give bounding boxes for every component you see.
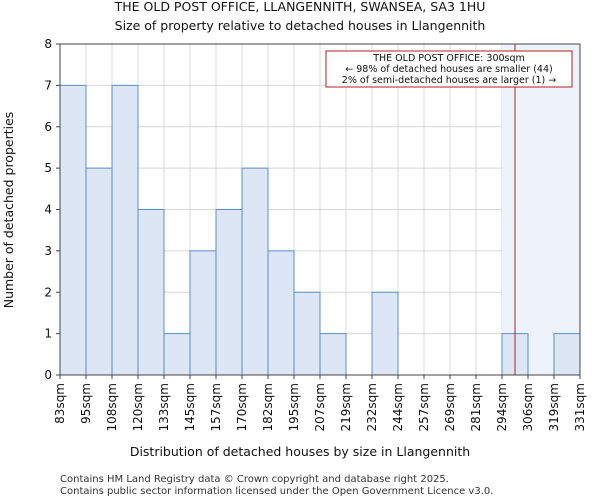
- bar-319sqm: [553, 333, 581, 376]
- x-tick-label: 331sqm: [573, 383, 587, 431]
- y-ticks: 0 1 2 3 4 5 6 7 8: [44, 37, 60, 382]
- footer-line-2: Contains public sector information licen…: [60, 486, 493, 497]
- x-tick-label: 269sqm: [443, 383, 457, 431]
- annotation-line-3: 2% of semi-detached houses are larger (1…: [342, 75, 556, 86]
- x-tick-label: 281sqm: [469, 383, 483, 431]
- chart-title: THE OLD POST OFFICE, LLANGENNITH, SWANSE…: [114, 0, 486, 14]
- bar-95sqm: [85, 167, 113, 376]
- bar-195sqm: [293, 291, 321, 376]
- chart-subtitle: Size of property relative to detached ho…: [115, 18, 486, 33]
- bar-145sqm: [189, 250, 217, 376]
- y-tick-label: 7: [44, 78, 52, 92]
- x-tick-label: 95sqm: [79, 383, 93, 424]
- x-tick-label: 195sqm: [287, 383, 301, 431]
- annotation-line-1: THE OLD POST OFFICE: 300sqm: [372, 53, 525, 64]
- x-tick-label: 133sqm: [157, 383, 171, 431]
- y-tick-label: 8: [44, 37, 52, 51]
- x-axis-label: Distribution of detached houses by size …: [130, 444, 470, 459]
- bar-133sqm: [163, 333, 191, 376]
- x-tick-label: 257sqm: [417, 383, 431, 431]
- x-tick-label: 232sqm: [365, 383, 379, 431]
- footer-line-1: Contains HM Land Registry data © Crown c…: [60, 474, 449, 485]
- y-tick-label: 4: [44, 203, 52, 217]
- y-tick-label: 2: [44, 285, 52, 299]
- bar-207sqm: [319, 333, 347, 376]
- highlight-region: [502, 44, 580, 375]
- x-tick-label: 319sqm: [547, 383, 561, 431]
- y-tick-label: 6: [44, 120, 52, 134]
- y-tick-label: 5: [44, 161, 52, 175]
- x-tick-label: 182sqm: [261, 383, 275, 431]
- y-axis-label: Number of detached properties: [1, 112, 16, 309]
- x-tick-label: 108sqm: [105, 383, 119, 431]
- x-tick-label: 294sqm: [495, 383, 509, 431]
- x-tick-label: 244sqm: [391, 383, 405, 431]
- x-ticks: 83sqm 95sqm 108sqm 120sqm 133sqm 145sqm 157sqm…: [53, 375, 587, 431]
- x-tick-label: 207sqm: [313, 383, 327, 431]
- y-tick-label: 3: [44, 244, 52, 258]
- bar-83sqm: [59, 84, 87, 376]
- bar-182sqm: [267, 250, 295, 376]
- x-tick-label: 306sqm: [521, 383, 535, 431]
- x-tick-label: 157sqm: [209, 383, 223, 431]
- y-tick-label: 1: [44, 327, 52, 341]
- x-tick-label: 170sqm: [235, 383, 249, 431]
- x-tick-label: 83sqm: [53, 383, 67, 424]
- x-tick-label: 145sqm: [183, 383, 197, 431]
- annotation-box: THE OLD POST OFFICE: 300sqm ← 98% of det…: [325, 50, 573, 88]
- x-tick-label: 120sqm: [131, 383, 145, 431]
- bar-120sqm: [137, 209, 165, 376]
- bar-232sqm: [371, 291, 399, 376]
- bar-108sqm: [111, 84, 139, 376]
- x-tick-label: 219sqm: [339, 383, 353, 431]
- annotation-line-2: ← 98% of detached houses are smaller (44…: [345, 64, 552, 75]
- bar-157sqm: [215, 209, 243, 376]
- bar-170sqm: [241, 167, 269, 376]
- y-tick-label: 0: [44, 368, 52, 382]
